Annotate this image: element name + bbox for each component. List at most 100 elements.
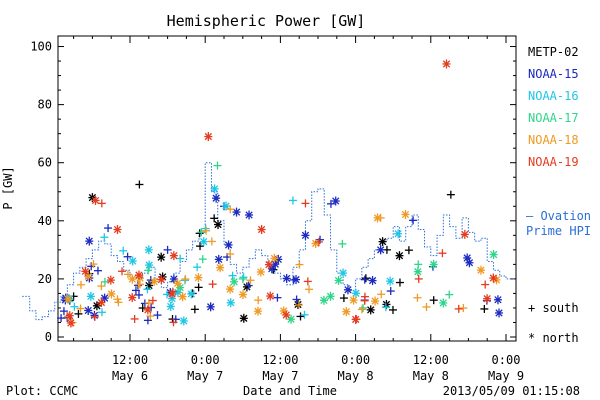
south-point <box>198 255 207 264</box>
data-points <box>57 59 504 328</box>
north-point <box>373 213 382 223</box>
plot-credit: Plot: CCMC <box>6 384 78 398</box>
south-point <box>90 312 99 321</box>
north-point <box>386 276 395 286</box>
south-point <box>381 303 390 312</box>
south-point <box>57 314 66 323</box>
south-point <box>195 229 204 238</box>
chart-title: Hemispheric Power [GW] <box>167 12 366 30</box>
x-tick-time: 12:00 <box>262 353 298 367</box>
south-point <box>360 275 369 284</box>
south-point <box>144 266 153 275</box>
north-point <box>194 273 203 283</box>
north-point <box>242 282 251 292</box>
north-point <box>65 311 74 321</box>
north-point <box>187 289 196 299</box>
north-point <box>439 298 448 308</box>
north-point <box>401 209 410 219</box>
south-point <box>208 280 217 289</box>
south-point <box>438 249 447 258</box>
south-point <box>481 280 490 289</box>
north-point <box>214 220 223 230</box>
south-point <box>303 277 312 286</box>
north-point <box>319 295 328 305</box>
south-point <box>288 196 297 205</box>
south-point <box>386 287 395 296</box>
south-point <box>74 309 83 318</box>
y-tick-label: 20 <box>38 272 52 286</box>
north-point <box>349 295 358 305</box>
north-point <box>226 284 235 294</box>
y-tick-label: 100 <box>30 40 52 54</box>
south-point <box>422 302 431 311</box>
legend-item: NOAA-17 <box>528 111 579 125</box>
legend-item: NOAA-15 <box>528 67 579 81</box>
south-point <box>148 296 157 305</box>
south-point <box>244 281 253 290</box>
south-point <box>314 237 323 246</box>
south-point <box>413 293 422 302</box>
south-point <box>213 161 222 170</box>
south-point <box>144 298 153 307</box>
south-point <box>190 305 199 314</box>
south-point <box>361 274 370 283</box>
south-point <box>118 267 127 276</box>
south-point <box>305 285 314 294</box>
north-point <box>179 316 188 326</box>
north-point <box>150 277 159 287</box>
south-point <box>357 305 366 314</box>
south-point <box>377 290 386 299</box>
marker-legend-item: + south <box>528 301 579 315</box>
south-point <box>454 304 463 313</box>
north-point <box>266 291 275 301</box>
north-point <box>106 275 115 285</box>
north-point <box>279 306 288 316</box>
ovation-legend-text: Prime HPI <box>526 224 591 238</box>
north-point <box>483 294 492 304</box>
north-point <box>463 253 472 263</box>
south-point <box>130 314 139 323</box>
x-tick-time: 0:00 <box>191 353 220 367</box>
north-point <box>271 259 280 269</box>
south-point <box>226 250 235 259</box>
x-tick-date: May 7 <box>187 369 223 383</box>
y-tick-label: 80 <box>38 98 52 112</box>
north-point <box>351 314 360 324</box>
south-point <box>404 246 413 255</box>
north-point <box>376 245 385 255</box>
north-point <box>253 306 262 316</box>
south-point <box>228 271 237 280</box>
north-point <box>301 230 310 240</box>
south-point <box>414 274 423 283</box>
south-point <box>153 311 162 320</box>
legend-item: NOAA-18 <box>528 133 579 147</box>
north-point <box>343 285 352 295</box>
north-point <box>212 193 221 203</box>
south-point <box>93 266 102 275</box>
south-point <box>97 308 106 317</box>
legend-item: NOAA-16 <box>528 89 579 103</box>
north-point <box>326 291 335 301</box>
south-point <box>301 199 310 208</box>
north-point <box>264 260 273 270</box>
north-point <box>292 275 301 285</box>
x-tick-date: May 8 <box>338 369 374 383</box>
north-point <box>169 251 178 261</box>
north-point <box>287 314 296 324</box>
south-point <box>163 245 172 254</box>
south-point <box>89 260 98 269</box>
north-point <box>178 292 187 302</box>
south-point <box>300 310 309 319</box>
south-point <box>388 305 397 314</box>
south-point <box>104 224 113 233</box>
south-point <box>197 228 206 237</box>
north-point <box>84 305 93 315</box>
south-point <box>226 205 235 214</box>
marker-legend: + south * north <box>528 301 579 345</box>
north-point <box>378 237 387 247</box>
north-point <box>128 274 137 284</box>
north-point <box>256 267 265 277</box>
south-point <box>193 263 202 272</box>
north-point <box>245 210 254 220</box>
north-point <box>168 289 177 299</box>
